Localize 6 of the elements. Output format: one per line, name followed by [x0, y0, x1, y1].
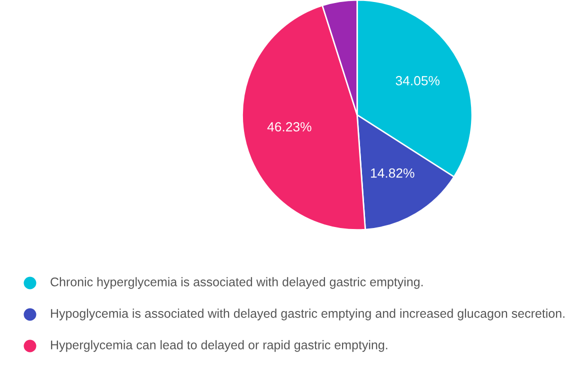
data-label: 34.05% [396, 76, 440, 86]
legend-label: Chronic hyperglycemia is associated with delayed gastric emptying. [50, 277, 423, 289]
data-label: 14.82% [371, 168, 414, 178]
legend-label: Hyperglycemia can lead to delayed or rapid gastric emptying. [51, 340, 388, 352]
data-label: 46.23% [267, 122, 312, 132]
legend-label: Hypoglycemia is associated with delayed gastric emptying and increased glucagon secretion. [51, 308, 564, 320]
